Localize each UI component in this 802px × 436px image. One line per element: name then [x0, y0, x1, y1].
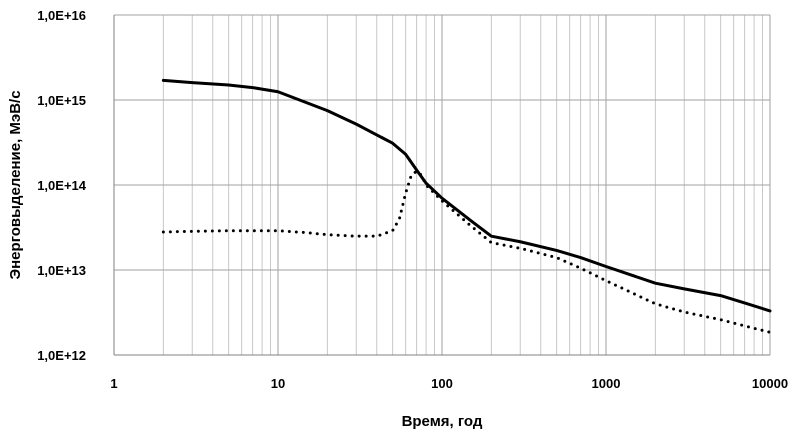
y-tick-label: 1,0E+14	[37, 178, 87, 193]
series-line-1-solid	[161, 78, 772, 313]
x-tick-label: 1	[110, 376, 117, 391]
y-tick-label: 1,0E+16	[37, 8, 86, 23]
x-tick-label: 1000	[592, 376, 621, 391]
series-lines	[161, 78, 772, 334]
x-axis-title: Время, год	[402, 413, 483, 430]
y-tick-label: 1,0E+15	[37, 93, 86, 108]
series-line-2-dotted	[161, 169, 772, 334]
grid-lines	[113, 14, 771, 356]
tick-labels: 1 10 100 1000 10000 1,0E+12 1,0E+13 1,0E+14 1,0E…	[37, 8, 788, 391]
x-tick-label: 10	[271, 376, 285, 391]
y-tick-label: 1,0E+12	[37, 348, 86, 363]
y-axis-title: Энерговыделение, МэВ/с	[7, 90, 24, 279]
x-tick-label: 10000	[752, 376, 788, 391]
y-tick-label: 1,0E+13	[37, 263, 86, 278]
x-tick-label: 100	[431, 376, 453, 391]
